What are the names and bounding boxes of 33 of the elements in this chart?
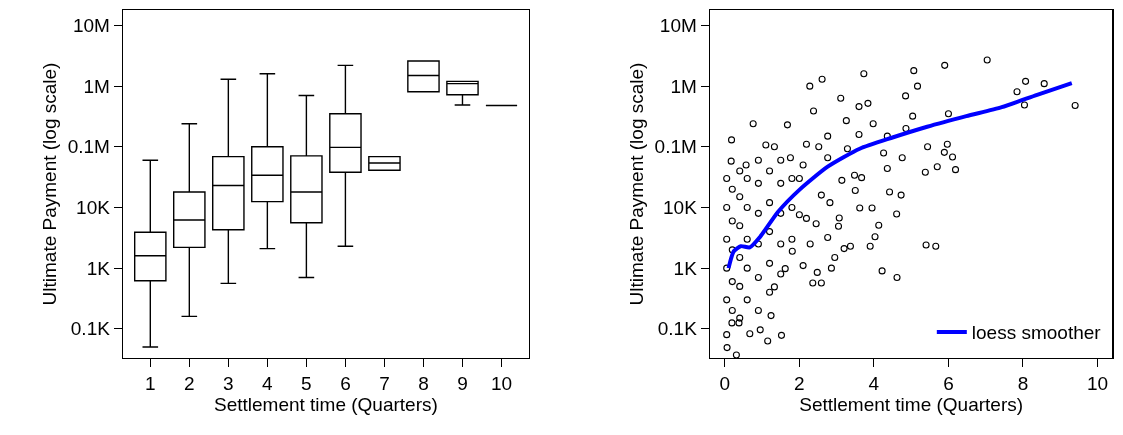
x-tick-label: 2: [794, 373, 805, 395]
x-tick-label: 10: [1086, 373, 1109, 395]
x-tick-label: 6: [943, 373, 954, 395]
x-tick-label: 7: [379, 373, 390, 395]
legend-label: loess smoother: [971, 322, 1102, 344]
y-axis-title: Ultimate Payment (log scale): [625, 62, 647, 306]
y-tick-label: 10K: [663, 197, 698, 219]
x-tick-label: 2: [184, 373, 195, 395]
x-tick-label: 8: [418, 373, 429, 395]
x-tick-label: 8: [1017, 373, 1029, 395]
y-tick-label: 0.1M: [67, 136, 110, 158]
y-tick-label: 1K: [673, 257, 698, 279]
y-tick-label: 1K: [86, 257, 111, 279]
x-tick-label: 5: [301, 373, 312, 395]
y-tick-label: 10M: [659, 15, 697, 37]
y-tick-label: 0.1M: [654, 136, 697, 158]
x-tick-label: 4: [868, 373, 880, 395]
x-tick-label: 3: [223, 373, 234, 395]
x-tick-label: 10: [490, 373, 513, 395]
y-tick-label: 10K: [76, 197, 111, 219]
y-tick-label: 10M: [72, 15, 110, 37]
x-tick-label: 9: [457, 373, 468, 395]
y-axis-title: Ultimate Payment (log scale): [38, 62, 60, 306]
y-tick-label: 1M: [670, 75, 697, 97]
x-tick-label: 1: [145, 373, 156, 395]
x-tick-label: 6: [340, 373, 351, 395]
y-tick-label: 0.1K: [657, 318, 698, 340]
x-axis-title: Settlement time (Quarters): [213, 394, 438, 416]
y-tick-label: 0.1K: [70, 318, 111, 340]
x-tick-label: 4: [262, 373, 274, 395]
y-tick-label: 1M: [83, 75, 110, 97]
x-tick-label: 0: [719, 373, 731, 395]
x-axis-title: Settlement time (Quarters): [799, 394, 1024, 416]
